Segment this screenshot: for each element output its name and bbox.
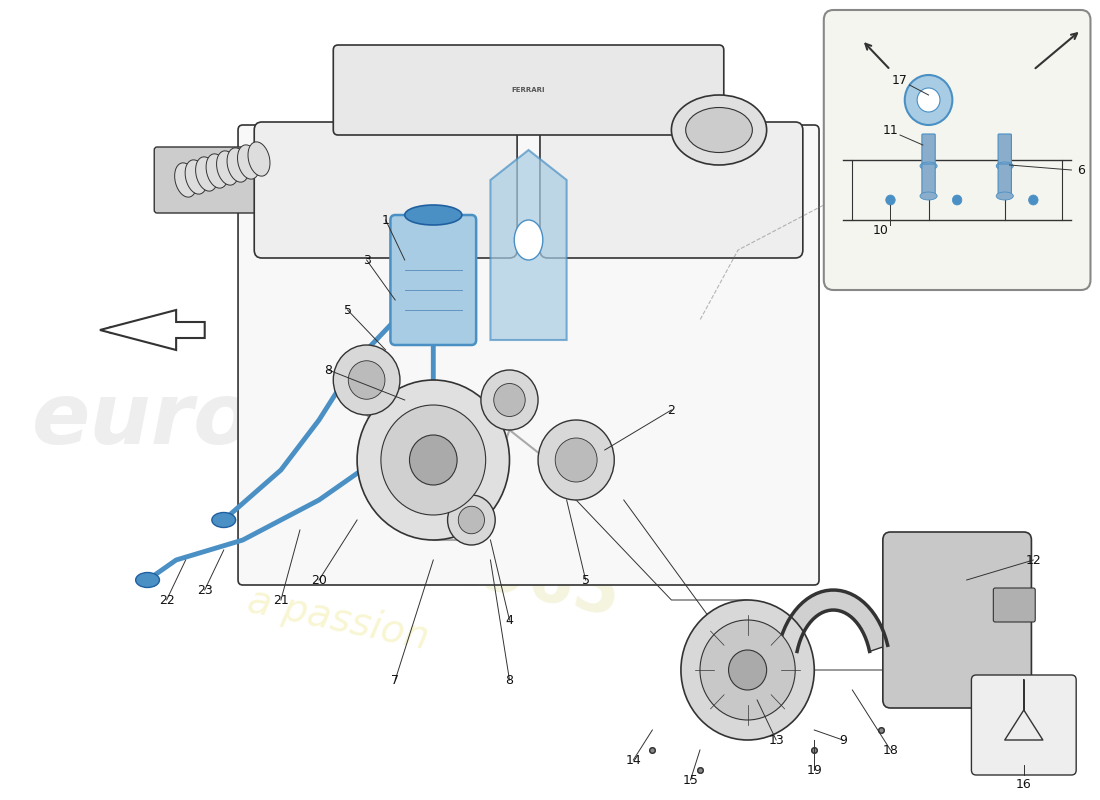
Text: 7: 7 [392, 674, 399, 686]
Text: 4: 4 [506, 614, 514, 626]
Ellipse shape [196, 157, 218, 191]
FancyBboxPatch shape [333, 45, 724, 135]
Text: 16: 16 [1016, 778, 1032, 791]
FancyBboxPatch shape [824, 10, 1090, 290]
Circle shape [681, 600, 814, 740]
Text: 8: 8 [506, 674, 514, 686]
Text: 15: 15 [682, 774, 698, 786]
Text: 8: 8 [324, 363, 332, 377]
Circle shape [728, 650, 767, 690]
Ellipse shape [248, 142, 270, 176]
Circle shape [556, 438, 597, 482]
Circle shape [494, 383, 525, 417]
Circle shape [886, 195, 895, 205]
Ellipse shape [405, 205, 462, 225]
Ellipse shape [997, 192, 1013, 200]
Text: 13: 13 [768, 734, 784, 746]
Circle shape [481, 370, 538, 430]
Ellipse shape [514, 220, 542, 260]
Text: 18: 18 [882, 743, 899, 757]
Ellipse shape [685, 107, 752, 153]
Circle shape [358, 380, 509, 540]
FancyBboxPatch shape [238, 125, 820, 585]
Ellipse shape [920, 162, 937, 170]
Text: 5: 5 [343, 303, 352, 317]
FancyBboxPatch shape [154, 147, 274, 213]
Text: 23: 23 [197, 583, 212, 597]
Polygon shape [491, 150, 566, 340]
Text: 17: 17 [892, 74, 907, 86]
Text: 1: 1 [382, 214, 389, 226]
Text: 5: 5 [582, 574, 590, 586]
FancyBboxPatch shape [390, 215, 476, 345]
Ellipse shape [227, 148, 249, 182]
Text: FERRARI: FERRARI [512, 87, 546, 93]
Circle shape [448, 495, 495, 545]
Text: 6: 6 [1077, 163, 1085, 177]
Text: 1965: 1965 [431, 529, 626, 631]
Ellipse shape [217, 151, 239, 185]
Circle shape [409, 435, 458, 485]
FancyBboxPatch shape [922, 164, 935, 196]
Polygon shape [100, 310, 205, 350]
Text: 20: 20 [311, 574, 327, 586]
Text: 10: 10 [873, 223, 889, 237]
Text: a passion: a passion [244, 582, 432, 658]
Text: 11: 11 [882, 123, 899, 137]
Ellipse shape [997, 162, 1013, 170]
Circle shape [538, 420, 614, 500]
Circle shape [349, 361, 385, 399]
Circle shape [700, 620, 795, 720]
Text: 14: 14 [626, 754, 641, 766]
Circle shape [904, 75, 953, 125]
FancyBboxPatch shape [922, 134, 935, 166]
FancyBboxPatch shape [998, 134, 1011, 166]
Circle shape [459, 506, 484, 534]
Ellipse shape [238, 145, 260, 179]
Ellipse shape [206, 154, 228, 188]
Text: 21: 21 [273, 594, 289, 606]
Ellipse shape [175, 163, 197, 197]
Circle shape [333, 345, 400, 415]
FancyBboxPatch shape [971, 675, 1076, 775]
FancyBboxPatch shape [540, 122, 803, 258]
Polygon shape [779, 590, 888, 651]
FancyBboxPatch shape [883, 532, 1032, 708]
FancyBboxPatch shape [993, 588, 1035, 622]
Ellipse shape [920, 192, 937, 200]
Ellipse shape [135, 573, 160, 587]
Text: 9: 9 [839, 734, 847, 746]
Text: 22: 22 [158, 594, 175, 606]
FancyBboxPatch shape [998, 164, 1011, 196]
FancyBboxPatch shape [254, 122, 517, 258]
Text: 3: 3 [363, 254, 371, 266]
Circle shape [917, 88, 940, 112]
Circle shape [953, 195, 961, 205]
Text: europar: europar [32, 378, 416, 462]
Text: 12: 12 [1025, 554, 1042, 566]
Text: 2: 2 [668, 403, 675, 417]
Ellipse shape [185, 160, 207, 194]
Circle shape [1028, 195, 1038, 205]
Circle shape [381, 405, 486, 515]
Ellipse shape [212, 513, 235, 527]
Ellipse shape [671, 95, 767, 165]
Text: 19: 19 [806, 763, 822, 777]
